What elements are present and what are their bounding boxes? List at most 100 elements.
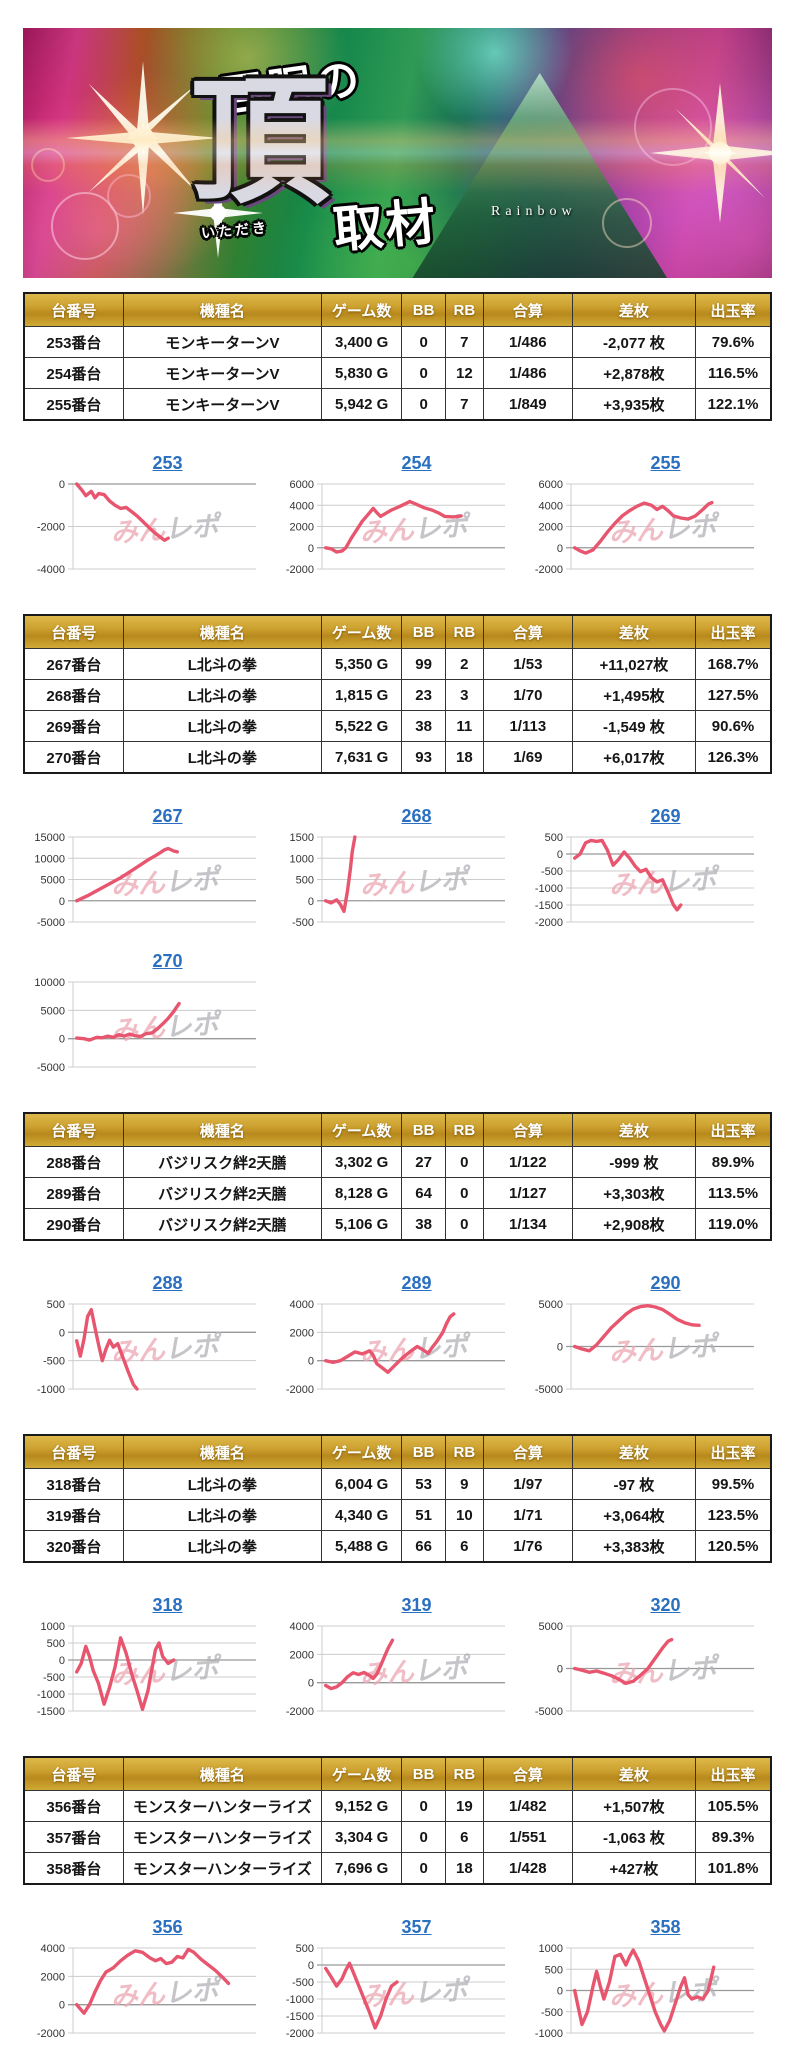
banner: 回胴の 頂 いただき 取材 Rainbow	[23, 28, 772, 278]
sections: 台番号 機種名 ゲーム数 BB RB 合算 差枚 出玉率 253番台 モンキーターンV 3,400 …	[23, 292, 772, 2040]
column-header: 機種名	[122, 614, 322, 649]
cell-rb-count: 7	[444, 388, 484, 421]
y-tick-label: 0	[557, 1664, 563, 1676]
column-header: BB	[401, 1756, 446, 1791]
table-row: 269番台 L北斗の拳 5,522 G 38 11 1/113 -1,549 枚 90.6%	[23, 710, 772, 742]
y-tick-label: 2000	[290, 1649, 314, 1661]
machine-number-link[interactable]: 357	[401, 1917, 432, 1937]
machine-number-link[interactable]: 254	[401, 453, 432, 473]
machine-number-link[interactable]: 253	[152, 453, 183, 473]
chart-block: 269 500 0 -500 -1000 -1500 -2000 みんレポ	[521, 806, 770, 929]
minrepo-watermark: みんレポ	[359, 1652, 473, 1690]
column-header: 出玉率	[695, 614, 772, 649]
bokeh-circle	[51, 192, 119, 260]
table-row: 319番台 L北斗の拳 4,340 G 51 10 1/71 +3,064枚 123.5%	[23, 1499, 772, 1531]
y-tick-label: 0	[59, 1327, 65, 1339]
cell-diff-medals: -97 枚	[571, 1468, 697, 1500]
charts-grid: 288 500 0 -500 -1000 みんレポ 289 4000 2000 0 -2000 みんレ…	[23, 1273, 772, 1396]
slump-line	[75, 1001, 181, 1042]
column-header: ゲーム数	[320, 1756, 403, 1791]
starburst-icon	[650, 83, 772, 223]
machine-number-link[interactable]: 289	[401, 1273, 432, 1293]
cell-payout-rate: 90.6%	[695, 710, 772, 742]
y-tick-label: 2000	[290, 522, 314, 534]
y-tick-label: 0	[308, 1356, 314, 1368]
y-tick-label: 10000	[34, 853, 65, 865]
cell-combined-odds: 1/53	[482, 648, 573, 680]
cell-machine-number: 254番台	[23, 357, 124, 389]
cell-combined-odds: 1/76	[482, 1530, 573, 1563]
minrepo-watermark: みんレポ	[110, 863, 224, 901]
cell-payout-rate: 123.5%	[695, 1499, 772, 1531]
cell-combined-odds: 1/486	[482, 326, 573, 358]
cell-diff-medals: +2,878枚	[571, 357, 697, 389]
column-header: 台番号	[23, 1434, 124, 1469]
machine-number-link[interactable]: 270	[152, 951, 183, 971]
y-tick-label: 10000	[34, 977, 65, 989]
cell-model-name: バジリスク絆2天膳	[122, 1208, 322, 1241]
cell-machine-number: 319番台	[23, 1499, 124, 1531]
machine-number-link[interactable]: 268	[401, 806, 432, 826]
machine-data-section: 台番号 機種名 ゲーム数 BB RB 合算 差枚 出玉率 288番台 バジリスク絆2天膳 3,302…	[23, 1112, 772, 1396]
y-tick-label: -2000	[535, 564, 563, 576]
machine-number-link[interactable]: 358	[650, 1917, 681, 1937]
cell-machine-number: 288番台	[23, 1146, 124, 1178]
cell-diff-medals: -2,077 枚	[571, 326, 697, 358]
column-header: BB	[401, 1112, 446, 1147]
cell-game-count: 5,942 G	[320, 388, 403, 421]
cell-model-name: モンキーターンV	[122, 357, 322, 389]
machine-number-link[interactable]: 288	[152, 1273, 183, 1293]
cell-machine-number: 269番台	[23, 710, 124, 742]
y-tick-label: -500	[541, 2007, 563, 2019]
cell-diff-medals: -999 枚	[571, 1146, 697, 1178]
machine-number-link[interactable]: 320	[650, 1595, 681, 1615]
column-header: 差枚	[571, 1434, 697, 1469]
cell-game-count: 7,631 G	[320, 741, 403, 774]
column-header: ゲーム数	[320, 1434, 403, 1469]
slump-graph: 4000 2000 0 -2000 みんレポ	[37, 1943, 256, 2040]
cell-model-name: L北斗の拳	[122, 648, 322, 680]
chart-block: 267 15000 10000 5000 0 -5000 みんレポ	[23, 806, 272, 929]
cell-payout-rate: 119.0%	[695, 1208, 772, 1241]
machine-number-link[interactable]: 319	[401, 1595, 432, 1615]
y-tick-label: 0	[557, 849, 563, 861]
machine-number-link[interactable]: 290	[650, 1273, 681, 1293]
y-tick-label: -500	[292, 1977, 314, 1989]
cell-model-name: モンスターハンターライズ	[122, 1790, 322, 1822]
y-tick-label: -1000	[286, 1994, 314, 2006]
cell-model-name: モンスターハンターライズ	[122, 1821, 322, 1853]
y-tick-label: 1000	[41, 1621, 65, 1633]
machine-number-link[interactable]: 255	[650, 453, 681, 473]
machine-data-section: 台番号 機種名 ゲーム数 BB RB 合算 差枚 出玉率 318番台 L北斗の拳 6,004 G 53…	[23, 1434, 772, 1718]
y-tick-label: 0	[308, 1960, 314, 1972]
column-header: RB	[444, 292, 484, 327]
machine-data-table: 台番号 機種名 ゲーム数 BB RB 合算 差枚 出玉率 356番台 モンスターハンターライズ 9,…	[23, 1756, 772, 1885]
column-header: 差枚	[571, 614, 697, 649]
y-tick-label: -1000	[37, 1689, 65, 1701]
cell-rb-count: 18	[444, 741, 484, 774]
machine-number-link[interactable]: 356	[152, 1917, 183, 1937]
minrepo-watermark: みんレポ	[110, 1008, 224, 1046]
slump-line	[573, 1948, 716, 2033]
slump-graph: 5000 0 -5000 みんレポ	[535, 1299, 754, 1396]
cell-payout-rate: 101.8%	[695, 1852, 772, 1885]
machine-number-link[interactable]: 318	[152, 1595, 183, 1615]
cell-diff-medals: +11,027枚	[571, 648, 697, 680]
y-tick-label: 0	[59, 896, 65, 908]
cell-bb-count: 38	[401, 710, 446, 742]
banner-title-main: 頂	[191, 66, 330, 220]
y-tick-label: -5000	[535, 1384, 563, 1396]
cell-machine-number: 290番台	[23, 1208, 124, 1241]
chart-block: 319 4000 2000 0 -2000 みんレポ	[272, 1595, 521, 1718]
machine-number-link[interactable]: 269	[650, 806, 681, 826]
cell-game-count: 5,522 G	[320, 710, 403, 742]
cell-combined-odds: 1/127	[482, 1177, 573, 1209]
cell-diff-medals: -1,063 枚	[571, 1821, 697, 1853]
slump-graph: 5000 0 -5000 みんレポ	[535, 1621, 754, 1718]
minrepo-watermark: みんレポ	[110, 510, 224, 548]
machine-number-link[interactable]: 267	[152, 806, 183, 826]
column-header: 機種名	[122, 1434, 322, 1469]
chart-block: 358 1000 500 0 -500 -1000 みんレポ	[521, 1917, 770, 2040]
